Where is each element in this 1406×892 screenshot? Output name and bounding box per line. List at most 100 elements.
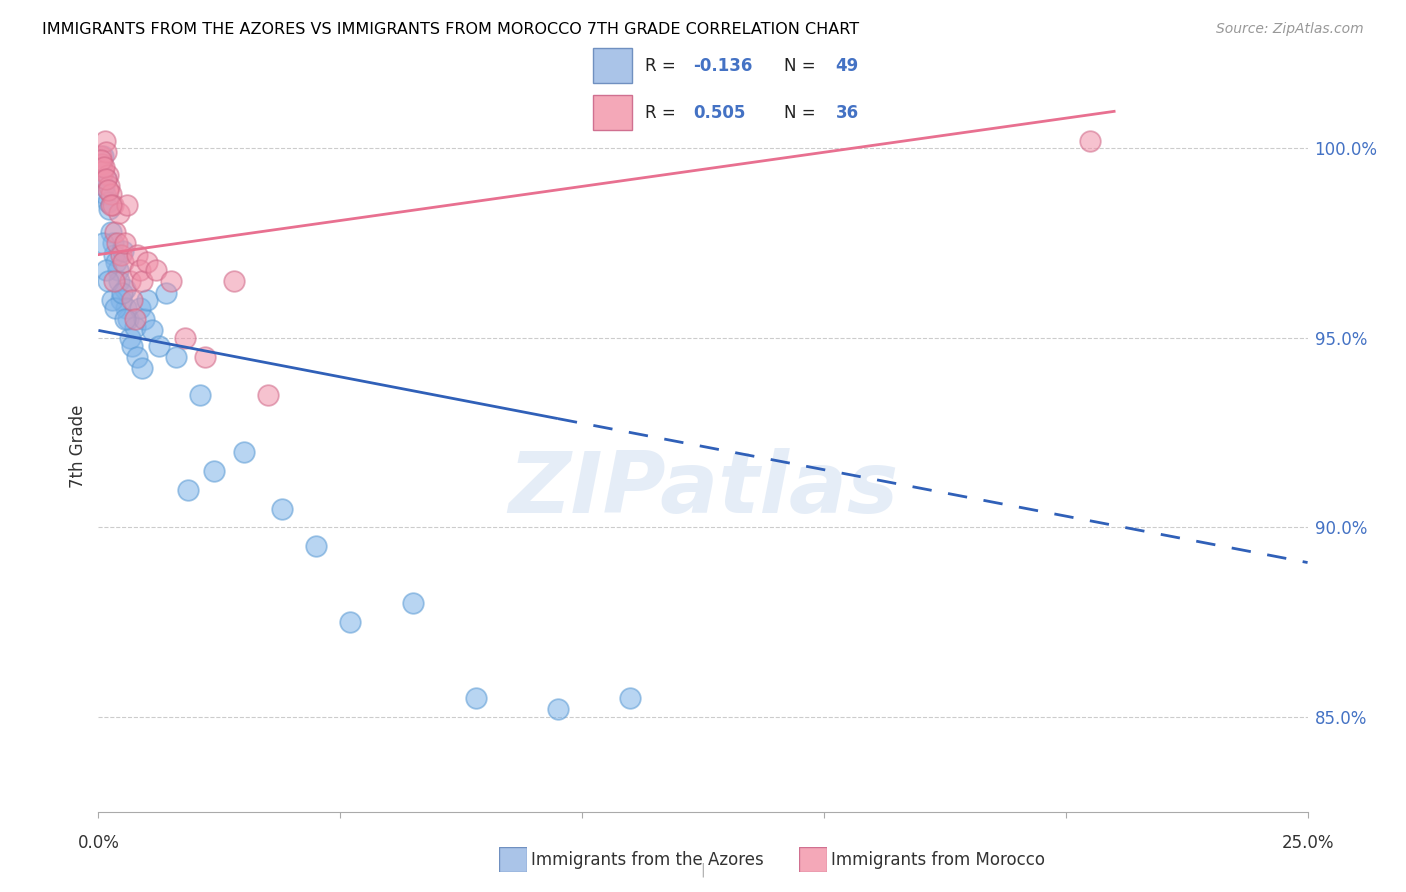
Point [402, 596, 425, 610]
Point [114, 236, 136, 251]
Point [97, 168, 120, 182]
Point [204, 464, 226, 478]
Point [93, 186, 115, 201]
Point [134, 312, 156, 326]
Point [160, 274, 183, 288]
Point [124, 319, 146, 334]
Point [128, 301, 150, 315]
Point [103, 274, 125, 288]
FancyBboxPatch shape [499, 847, 527, 872]
Point [104, 301, 127, 315]
Point [91, 236, 114, 251]
Point [547, 702, 569, 716]
Point [110, 293, 132, 307]
Point [100, 225, 122, 239]
Text: Source: ZipAtlas.com: Source: ZipAtlas.com [1216, 22, 1364, 37]
Point [135, 293, 157, 307]
Point [222, 274, 245, 288]
Point [90, 156, 112, 170]
Point [188, 388, 211, 402]
Point [464, 691, 486, 706]
Point [96, 171, 118, 186]
Point [105, 236, 128, 251]
Point [91, 149, 114, 163]
Point [619, 691, 641, 706]
Point [101, 293, 124, 307]
Point [127, 247, 149, 261]
Point [97, 183, 120, 197]
Point [91, 156, 114, 170]
Text: 49: 49 [835, 57, 859, 75]
Point [155, 285, 177, 300]
Point [100, 186, 122, 201]
Point [100, 198, 122, 212]
Point [118, 274, 141, 288]
Point [97, 274, 120, 288]
Point [1078, 134, 1101, 148]
FancyBboxPatch shape [593, 48, 633, 83]
Text: 0.0%: 0.0% [77, 834, 120, 853]
Text: Immigrants from Morocco: Immigrants from Morocco [831, 851, 1045, 869]
Point [115, 301, 138, 315]
Point [91, 164, 114, 178]
Point [108, 274, 131, 288]
Point [124, 312, 146, 326]
Text: N =: N = [785, 103, 821, 121]
FancyBboxPatch shape [799, 847, 827, 872]
Point [103, 247, 125, 261]
Text: R =: R = [645, 103, 681, 121]
Point [135, 255, 157, 269]
Point [145, 262, 167, 277]
Point [165, 350, 187, 364]
Point [93, 134, 115, 148]
Text: 25.0%: 25.0% [1281, 834, 1334, 853]
Point [128, 262, 150, 277]
Text: -0.136: -0.136 [693, 57, 752, 75]
Point [90, 153, 112, 167]
Point [110, 247, 132, 261]
Y-axis label: 7th Grade: 7th Grade [69, 404, 87, 488]
Text: R =: R = [645, 57, 681, 75]
FancyBboxPatch shape [593, 95, 633, 130]
Point [111, 285, 134, 300]
Point [305, 540, 328, 554]
Point [93, 161, 115, 175]
Point [114, 312, 136, 326]
Point [256, 388, 278, 402]
Point [90, 168, 112, 182]
Point [148, 338, 170, 352]
Point [107, 262, 129, 277]
Point [93, 179, 115, 194]
Point [107, 206, 129, 220]
Text: Immigrants from the Azores: Immigrants from the Azores [531, 851, 765, 869]
Point [121, 293, 143, 307]
Point [97, 194, 120, 209]
Point [98, 179, 121, 194]
Point [177, 483, 200, 497]
Point [105, 255, 128, 269]
Point [131, 274, 153, 288]
Point [131, 361, 153, 376]
Point [121, 338, 143, 352]
Point [94, 171, 117, 186]
Point [101, 236, 124, 251]
Point [94, 262, 117, 277]
Point [141, 323, 163, 337]
Point [232, 444, 254, 458]
Point [127, 350, 149, 364]
Text: ZIPatlas: ZIPatlas [508, 449, 898, 532]
Text: |: | [700, 863, 706, 877]
Text: IMMIGRANTS FROM THE AZORES VS IMMIGRANTS FROM MOROCCO 7TH GRADE CORRELATION CHAR: IMMIGRANTS FROM THE AZORES VS IMMIGRANTS… [42, 22, 859, 37]
Point [120, 331, 142, 345]
Point [117, 198, 139, 212]
Point [194, 350, 217, 364]
Point [98, 202, 121, 216]
Point [114, 282, 136, 296]
Point [339, 615, 361, 630]
Point [101, 198, 124, 212]
Text: 36: 36 [835, 103, 859, 121]
Point [111, 255, 134, 269]
Point [96, 145, 118, 160]
Point [111, 244, 134, 258]
Text: 0.505: 0.505 [693, 103, 745, 121]
